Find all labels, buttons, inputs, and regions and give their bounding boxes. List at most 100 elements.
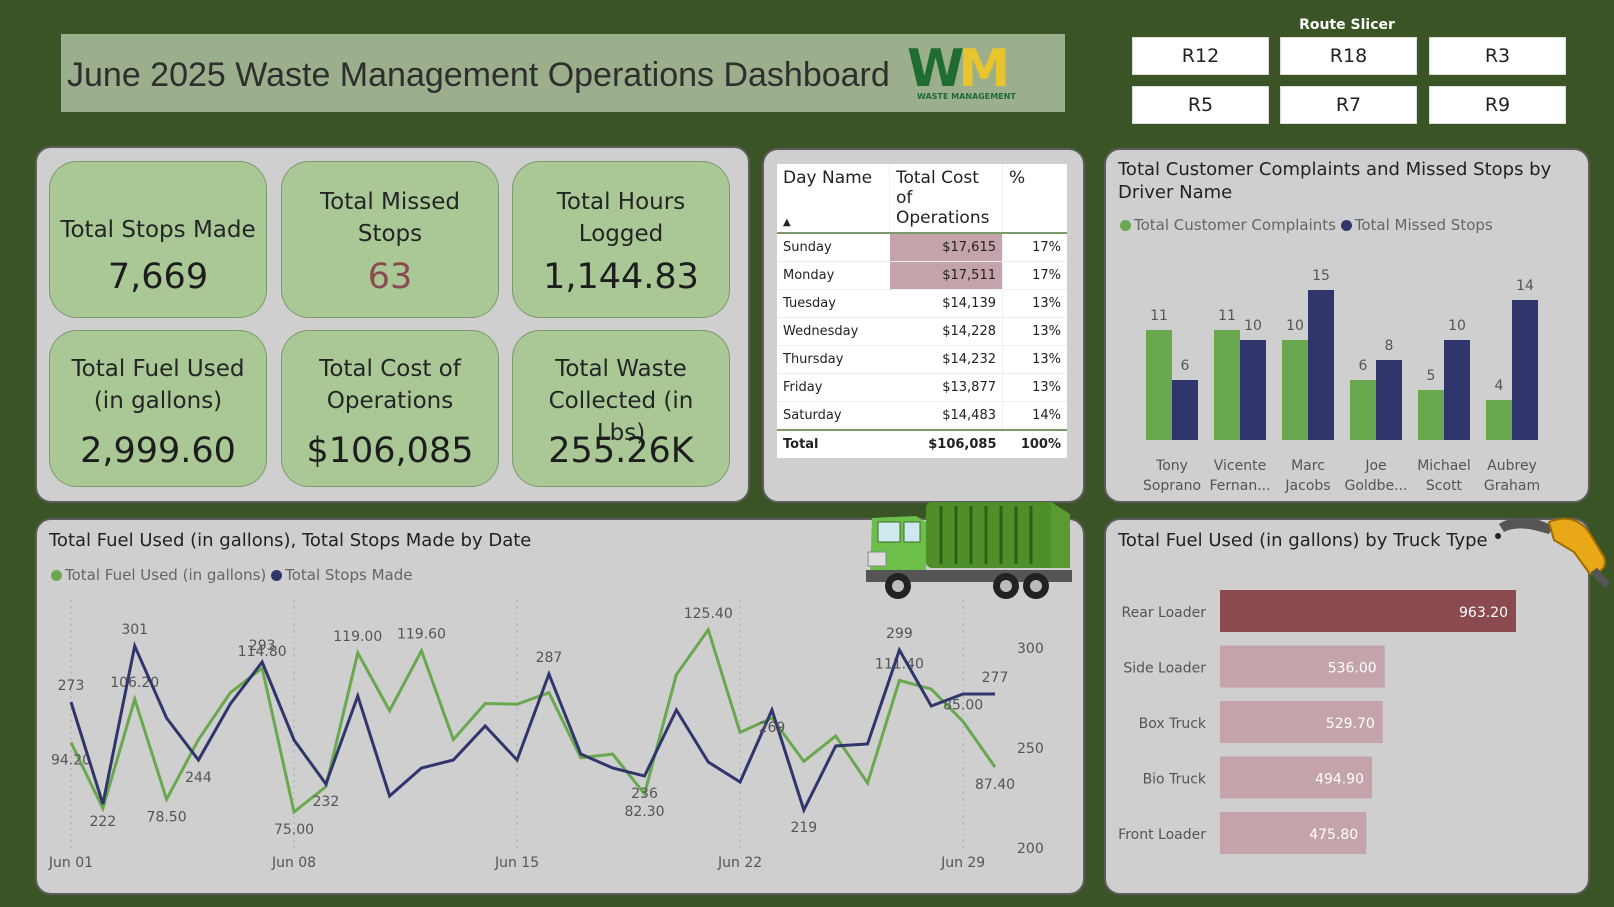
kpi-label: Total Fuel Used (in gallons) [71, 356, 245, 414]
route-button-r18[interactable]: R18 [1280, 37, 1417, 75]
data-label: 119.60 [397, 627, 446, 643]
route-button-r3[interactable]: R3 [1429, 37, 1566, 75]
bar-missed-stops[interactable] [1172, 380, 1198, 440]
bar-missed-stops[interactable] [1240, 340, 1266, 440]
kpi-label: Total Missed Stops [320, 189, 460, 247]
total-label-cell: Total [777, 429, 890, 458]
day-cell: Tuesday [777, 289, 890, 318]
pct-cell: 17% [1002, 233, 1067, 262]
kpi-card-fuel-used[interactable]: Total Fuel Used (in gallons) 2,999.60 [49, 330, 267, 487]
logo-w: WM [907, 44, 1005, 99]
data-label: 494.90 [1315, 772, 1364, 788]
data-label: 14 [1516, 278, 1534, 294]
kpi-value: 2,999.60 [80, 431, 236, 471]
route-slicer-title: Route Slicer [1299, 17, 1395, 33]
kpi-card-waste-collected[interactable]: Total Waste Collected (in Lbs) 255.26K [512, 330, 730, 487]
bar-side-loader[interactable] [1220, 645, 1385, 688]
kpi-card-cost-of-operations[interactable]: Total Cost of Operations $106,085 [281, 330, 499, 487]
pct-cell: 14% [1002, 401, 1067, 431]
bar-missed-stops[interactable] [1308, 290, 1334, 440]
x-tick-label: Jun 08 [271, 855, 316, 871]
data-label: 236 [631, 786, 658, 802]
data-label: 111.40 [875, 656, 924, 672]
cost-cell: $17,511 [889, 261, 1003, 290]
fuel-nozzle-icon [1495, 517, 1610, 588]
kpi-value: 63 [367, 257, 413, 297]
route-button-r5[interactable]: R5 [1132, 86, 1269, 124]
cost-cell: $14,232 [889, 345, 1003, 374]
sort-ascending-icon[interactable]: ▲ [783, 217, 791, 228]
data-label: 293 [249, 638, 276, 654]
x-tick-label: Michael [1417, 458, 1471, 474]
route-button-r7[interactable]: R7 [1280, 86, 1417, 124]
table-row[interactable]: Sunday $17,615 17% [777, 233, 1067, 262]
kpi-label: Total Waste Collected (in Lbs) [548, 356, 694, 446]
y-tick-label: 250 [1017, 741, 1044, 757]
table-row[interactable]: Friday $13,877 13% [777, 373, 1067, 402]
cost-cell: $14,228 [889, 317, 1003, 346]
legend-stops[interactable]: Total Stops Made [271, 566, 412, 584]
data-label: 475.80 [1309, 827, 1358, 843]
pct-cell: 13% [1002, 373, 1067, 402]
legend-fuel[interactable]: Total Fuel Used (in gallons) [51, 566, 266, 584]
col-total-cost[interactable]: Total Cost of Operations [889, 164, 1003, 234]
data-label: 219 [790, 820, 817, 836]
bar-missed-stops[interactable] [1444, 340, 1470, 440]
cost-by-day-table: Day Name ▲ Total Cost of Operations % Su… [777, 164, 1067, 458]
cost-cell: $14,483 [889, 401, 1003, 431]
table-row[interactable]: Thursday $14,232 13% [777, 345, 1067, 374]
fuel-stops-legend: Total Fuel Used (in gallons) Total Stops… [51, 566, 412, 584]
y-category-label: Bio Truck [1143, 772, 1207, 788]
kpi-card-missed-stops[interactable]: Total Missed Stops 63 [281, 161, 499, 318]
wm-logo: WM WASTE MANAGEMENT [907, 44, 1016, 101]
data-label: 114.80 [238, 644, 287, 660]
x-tick-label: Jun 29 [940, 855, 985, 871]
col-pct[interactable]: % [1002, 164, 1067, 234]
route-button-r12[interactable]: R12 [1132, 37, 1269, 75]
table-row[interactable]: Saturday $14,483 14% [777, 401, 1067, 431]
route-button-r9[interactable]: R9 [1429, 86, 1566, 124]
legend-dot-icon [1120, 220, 1131, 231]
day-cell: Sunday [777, 233, 890, 262]
data-label: 78.50 [147, 809, 187, 825]
bar-complaints[interactable] [1146, 330, 1172, 440]
total-cost-cell: $106,085 [889, 429, 1003, 458]
data-label: 4 [1495, 378, 1504, 394]
day-cell: Thursday [777, 345, 890, 374]
y-category-label: Front Loader [1118, 827, 1206, 843]
bar-rear-loader[interactable] [1220, 590, 1516, 632]
page-title: June 2025 Waste Management Operations Da… [67, 56, 890, 94]
bar-missed-stops[interactable] [1376, 360, 1402, 440]
col-day-name[interactable]: Day Name ▲ [777, 164, 890, 234]
table-row[interactable]: Tuesday $14,139 13% [777, 289, 1067, 318]
table-row[interactable]: Wednesday $14,228 13% [777, 317, 1067, 346]
bar-bio-truck[interactable] [1220, 756, 1373, 799]
bar-complaints[interactable] [1418, 390, 1444, 440]
data-label: 125.40 [684, 606, 733, 622]
bar-complaints[interactable] [1350, 380, 1376, 440]
y-category-label: Side Loader [1123, 661, 1206, 677]
x-tick-label: Jun 22 [717, 855, 762, 871]
x-tick-label: Aubrey [1487, 458, 1537, 474]
bar-complaints[interactable] [1214, 330, 1240, 440]
bar-missed-stops[interactable] [1512, 300, 1538, 440]
y-tick-label: 300 [1017, 641, 1044, 657]
bar-box-truck[interactable] [1220, 701, 1383, 743]
cost-cell: $17,615 [889, 233, 1003, 262]
cost-cell: $13,877 [889, 373, 1003, 402]
kpi-value: 255.26K [548, 431, 694, 471]
legend-missed[interactable]: Total Missed Stops [1340, 216, 1493, 234]
kpi-card-hours-logged[interactable]: Total Hours Logged 1,144.83 [512, 161, 730, 318]
x-tick-label: Tony [1155, 458, 1188, 474]
bar-complaints[interactable] [1282, 340, 1308, 440]
table-row[interactable]: Monday $17,511 17% [777, 261, 1067, 290]
complaints-bar-chart: 11 6 Tony Soprano 11 10 Vicente Fernan... 10 15 Ma… [1143, 268, 1540, 494]
data-label: 5 [1427, 368, 1436, 384]
legend-complaints[interactable]: Total Customer Complaints [1120, 216, 1336, 234]
bar-front-loader[interactable] [1220, 812, 1367, 854]
kpi-card-stops-made[interactable]: Total Stops Made 7,669 [49, 161, 267, 318]
x-tick-label: Jacobs [1284, 478, 1330, 494]
x-tick-label: Scott [1426, 478, 1463, 494]
y-category-label: Box Truck [1139, 716, 1207, 732]
bar-complaints[interactable] [1486, 400, 1512, 440]
